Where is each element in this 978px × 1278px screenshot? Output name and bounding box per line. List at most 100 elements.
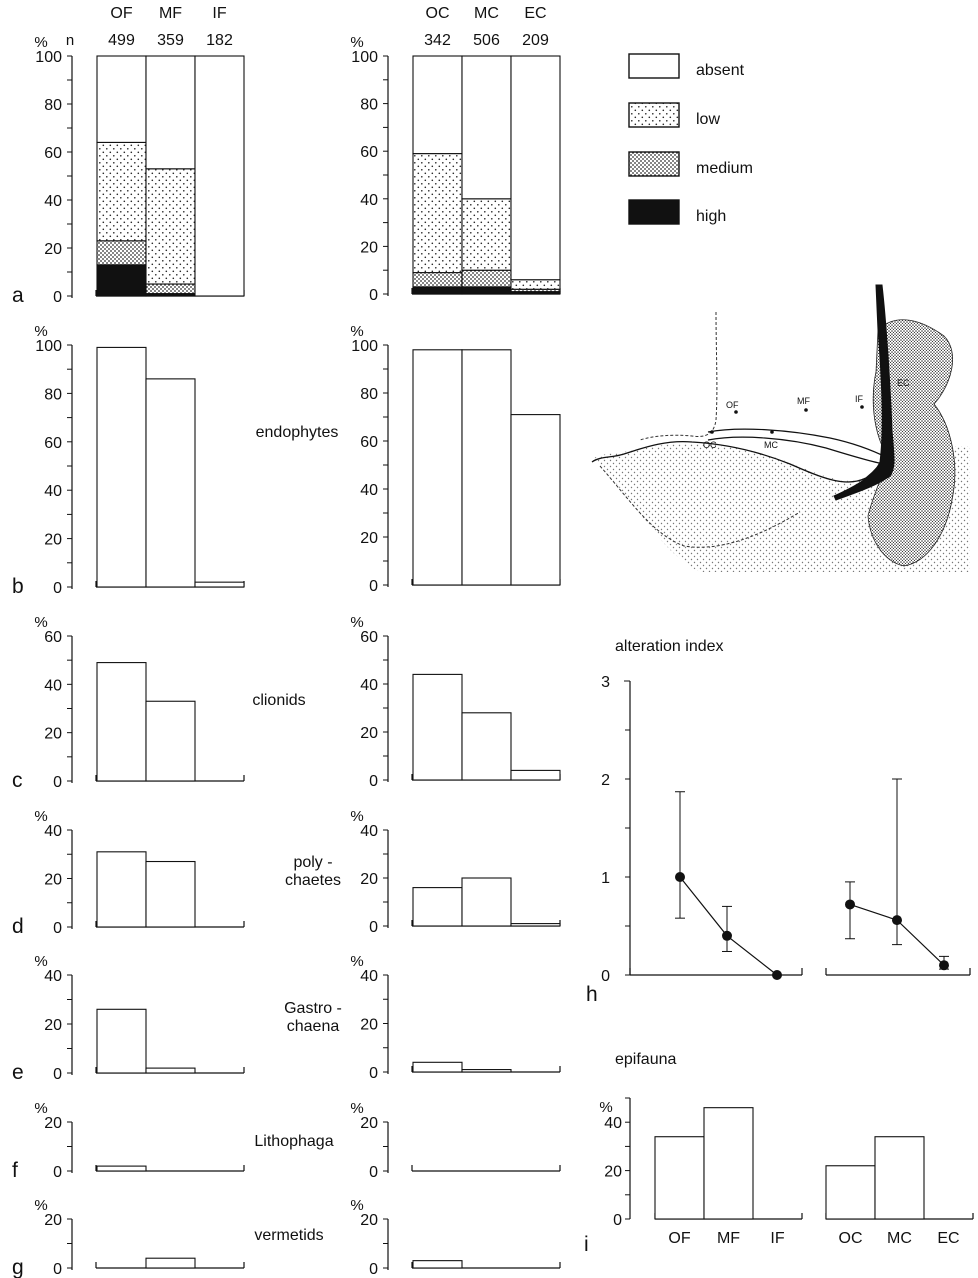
panel-title-i: epifauna: [615, 1051, 676, 1068]
y-axis-unit-e: %: [34, 953, 47, 970]
y-tick-label-a2: 60: [360, 144, 378, 161]
y-tick-label-a: 40: [44, 193, 62, 210]
y-tick-label-e2: 20: [360, 1017, 378, 1034]
x-tick-label-i-mc: MC: [887, 1230, 912, 1247]
map-stations: OF MF IF OC MC EC: [703, 378, 910, 450]
y-tick-label-b2: 0: [369, 578, 378, 595]
y-tick-label-e: 20: [44, 1017, 62, 1034]
y-tick-label-c: 40: [44, 677, 62, 694]
panel-label-d: d: [12, 915, 24, 938]
bar-g2-oc: [412, 1260, 463, 1269]
y-tick-label-i: 20: [604, 1164, 622, 1181]
bar-f-of: [96, 1165, 147, 1172]
y-tick-label-d: 20: [44, 872, 62, 889]
station-map: OF MF IF OC MC EC: [591, 284, 970, 575]
map-reef-line-inner: [707, 436, 885, 465]
y-tick-label-d: 40: [44, 823, 62, 840]
bar-e-mf: [145, 1067, 196, 1074]
y-axis-unit-d: %: [34, 808, 47, 825]
y-tick-label-a2: 40: [360, 192, 378, 209]
y-axis-unit-g2: %: [350, 1197, 363, 1214]
y-axis-unit-f: %: [34, 1100, 47, 1117]
bar-e-of: [96, 1008, 147, 1074]
bar-b2-oc: [412, 349, 463, 586]
n-value-a-mf: 359: [157, 32, 184, 49]
y-tick-label-d2: 40: [360, 823, 378, 840]
n-value-a-if: 182: [206, 32, 233, 49]
bar-b-mf: [145, 378, 196, 588]
legend-label-low: low: [696, 111, 720, 128]
bar-i-of: [654, 1136, 705, 1220]
data-point-h-mf: [722, 930, 732, 941]
y-tick-label-b2: 20: [360, 530, 378, 547]
panel-title-h: alteration index: [615, 638, 724, 655]
x-tick-label-i-if: IF: [770, 1230, 784, 1247]
bar-a2-mc-medium: [461, 269, 512, 288]
bar-a2-oc-low: [412, 153, 463, 274]
panel-label-e: e: [12, 1061, 24, 1084]
data-point-h-oc: [845, 899, 855, 910]
map-station-oc-marker: [710, 430, 714, 434]
panel-title-d: poly -chaetes: [285, 854, 341, 889]
n-value-a-of: 499: [108, 32, 135, 49]
bar-a2-ec-absent: [510, 55, 561, 281]
y-tick-label-g2: 20: [360, 1212, 378, 1229]
y-tick-label-b: 80: [44, 386, 62, 403]
legend-swatch-absent: [628, 53, 680, 79]
y-tick-label-a2: 20: [360, 239, 378, 256]
y-tick-label-g2: 0: [369, 1261, 378, 1278]
y-tick-label-f2: 20: [360, 1115, 378, 1132]
bar-e2-oc: [412, 1061, 463, 1073]
bar-a2-oc-medium: [412, 272, 463, 288]
bar-b2-mc: [461, 349, 512, 586]
y-tick-label-f: 20: [44, 1115, 62, 1132]
y-tick-label-c: 60: [44, 629, 62, 646]
n-label: n: [66, 32, 74, 49]
x-tick-label-i-oc: OC: [839, 1230, 863, 1247]
y-axis-unit-e2: %: [350, 953, 363, 970]
panel-label-f: f: [12, 1159, 18, 1182]
y-tick-label-e2: 0: [369, 1065, 378, 1082]
y-tick-label-c2: 20: [360, 725, 378, 742]
bar-b2-ec: [510, 414, 561, 586]
y-axis-unit-c2: %: [350, 614, 363, 631]
bar-a2-mc-low: [461, 198, 512, 271]
bar-d2-ec: [510, 923, 561, 927]
bar-a2-oc-high: [412, 286, 463, 295]
y-tick-label-a2: 80: [360, 97, 378, 114]
bar-g-mf: [145, 1257, 196, 1269]
y-tick-label-i: 40: [604, 1115, 622, 1132]
y-tick-label-g: 20: [44, 1212, 62, 1229]
y-tick-label-c2: 0: [369, 773, 378, 790]
y-tick-label-h: 0: [601, 968, 610, 985]
y-tick-label-a: 60: [44, 145, 62, 162]
map-station-mf-marker: [804, 408, 808, 412]
y-tick-label-d2: 0: [369, 919, 378, 936]
y-tick-label-b: 60: [44, 435, 62, 452]
category-label-a-if: IF: [212, 5, 226, 22]
category-label-a2-mc: MC: [474, 5, 499, 22]
y-tick-label-a2: 100: [351, 49, 378, 66]
map-dashed-boundary: [639, 311, 718, 441]
bar-a2-mc-high: [461, 286, 512, 295]
legend-label-high: high: [696, 208, 726, 225]
data-point-h-of: [675, 872, 685, 882]
y-tick-label-a2: 0: [369, 287, 378, 304]
bar-b-if: [194, 581, 245, 588]
y-tick-label-a: 100: [35, 49, 62, 66]
bar-a-mf-medium: [145, 283, 196, 295]
x-tick-label-i-ec: EC: [937, 1230, 959, 1247]
bar-i-mf: [703, 1107, 754, 1220]
y-tick-label-e: 0: [53, 1066, 62, 1083]
bar-a-of-absent: [96, 55, 147, 143]
y-tick-label-c: 0: [53, 774, 62, 791]
category-label-a-mf: MF: [159, 5, 182, 22]
y-axis-unit-a2: %: [350, 34, 363, 51]
y-tick-label-c2: 60: [360, 629, 378, 646]
legend-label-absent: absent: [696, 62, 745, 79]
bar-d2-mc: [461, 877, 512, 927]
map-station-mc: MC: [764, 440, 778, 450]
panel-title-e: Gastro -chaena: [284, 1000, 342, 1035]
bar-a2-ec-low: [510, 279, 561, 290]
